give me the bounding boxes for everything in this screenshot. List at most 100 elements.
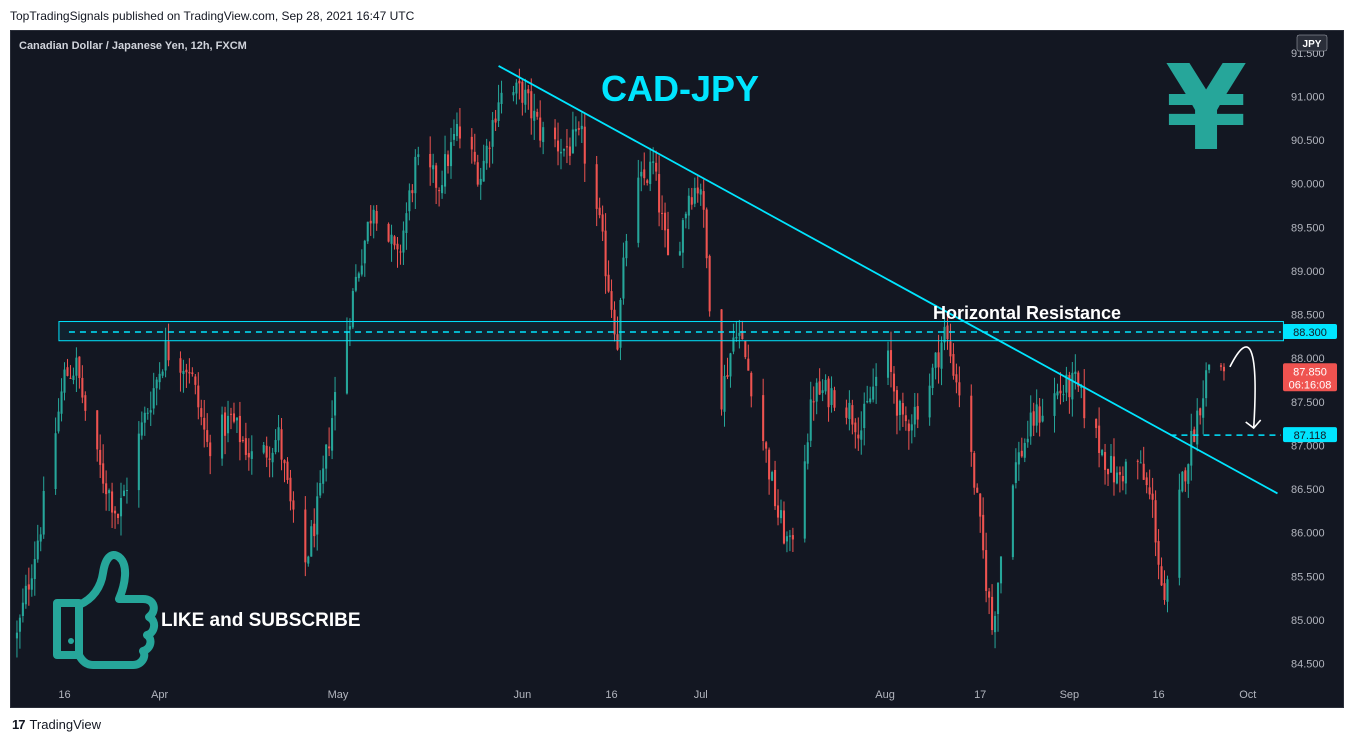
candle-body	[39, 534, 42, 542]
candle-body	[1104, 452, 1107, 470]
candle-body	[1011, 485, 1014, 558]
candle-body	[1184, 470, 1187, 482]
candle-body	[1032, 411, 1035, 426]
candle-body	[438, 190, 441, 192]
candle-body	[527, 89, 530, 94]
candle-body	[458, 126, 461, 139]
candle-body	[1136, 460, 1139, 462]
candle-body	[684, 213, 687, 219]
candle-body	[185, 369, 188, 373]
candle-body	[1038, 406, 1041, 423]
candle-body	[36, 540, 39, 560]
price-tick-label: 90.500	[1291, 135, 1325, 147]
candle-body	[69, 377, 72, 379]
candle-body	[664, 212, 667, 231]
candle-body	[687, 195, 690, 216]
descending-trendline[interactable]	[498, 65, 1278, 495]
candle-body	[405, 213, 408, 233]
chart-title-overlay: CAD-JPY	[601, 68, 759, 109]
candle-body	[705, 209, 708, 259]
candle-body	[277, 427, 280, 441]
candle-body	[661, 212, 664, 214]
candle-body	[622, 257, 625, 299]
candle-body	[779, 510, 783, 519]
candle-body	[1205, 370, 1208, 399]
candle-body	[432, 165, 435, 170]
candle-body	[916, 406, 919, 420]
horizontal-resistance-label: Horizontal Resistance	[933, 303, 1121, 323]
candle-body	[999, 556, 1003, 584]
candle-body	[396, 243, 399, 250]
price-tick-label: 88.000	[1291, 353, 1325, 365]
candle-body	[848, 402, 851, 420]
candle-body	[244, 438, 247, 455]
candle-body	[907, 423, 910, 432]
projection-arrow[interactable]	[1229, 346, 1256, 429]
candle-body	[824, 380, 827, 392]
candle-body	[1151, 493, 1154, 500]
candle-body	[1062, 394, 1065, 396]
candle-body	[699, 189, 702, 195]
candle-body	[286, 461, 289, 481]
candle-body	[580, 125, 583, 130]
tradingview-footer[interactable]: 17 TradingView	[12, 717, 101, 732]
price-axis: 84.500 85.000 85.500 86.000 86.500 87.000 87.5…	[1291, 48, 1325, 671]
candle-body	[973, 453, 976, 488]
candle-body	[643, 169, 646, 179]
resistance-price-tag[interactable]: 88.300	[1283, 324, 1337, 340]
countdown-text: 06:16:08	[1289, 379, 1332, 391]
price-chart-svg[interactable]: Canadian Dollar / Japanese Yen, 12h, FXC…	[11, 31, 1344, 708]
candle-body	[268, 458, 271, 460]
candle-body	[1059, 390, 1062, 394]
candle-body	[1041, 415, 1044, 422]
candle-body	[518, 80, 521, 84]
candle-body	[994, 615, 997, 633]
time-tick-label: Sep	[1060, 689, 1080, 701]
chart-panel[interactable]: Canadian Dollar / Japanese Yen, 12h, FXC…	[10, 30, 1344, 708]
resistance-zone[interactable]	[58, 321, 1284, 342]
candle-body	[726, 374, 729, 377]
candle-body	[375, 210, 378, 224]
candle-body	[693, 188, 696, 204]
candle-body	[898, 400, 901, 416]
candle-body	[524, 89, 527, 105]
candle-body	[357, 273, 360, 279]
instrument-label[interactable]: Canadian Dollar / Japanese Yen, 12h, FXC…	[19, 40, 247, 52]
target-price-tag[interactable]: 87.118	[1283, 427, 1337, 443]
candle-body	[1095, 418, 1098, 429]
time-tick-label: Jul	[694, 689, 708, 701]
candle-body	[482, 160, 485, 182]
candle-body	[1190, 430, 1193, 466]
candle-body	[1199, 408, 1202, 416]
candle-body	[232, 413, 236, 422]
candle-body	[776, 505, 780, 518]
candle-body	[485, 145, 488, 164]
candle-body	[681, 220, 684, 253]
candle-body	[744, 341, 747, 358]
candle-body	[815, 382, 818, 402]
candle-body	[60, 391, 63, 414]
candle-body	[690, 197, 693, 205]
candle-body	[869, 398, 872, 403]
candle-body	[556, 140, 560, 152]
currency-badge[interactable]: JPY	[1296, 34, 1328, 52]
candle-body	[952, 354, 955, 376]
candle-body	[720, 309, 723, 410]
candle-body	[238, 415, 241, 443]
candle-body	[866, 400, 869, 403]
candle-body	[1056, 391, 1059, 396]
candle-body	[875, 376, 878, 386]
candle-body	[732, 337, 735, 352]
candle-body	[568, 146, 571, 156]
price-tick-label: 84.500	[1291, 659, 1325, 671]
candle-body	[140, 422, 143, 436]
candle-body	[1035, 404, 1038, 426]
candle-body	[788, 535, 791, 537]
candle-body	[369, 220, 372, 224]
candle-body	[271, 452, 274, 463]
candle-body	[372, 209, 375, 224]
candle-body	[1181, 471, 1184, 492]
candle-body	[892, 373, 896, 392]
candle-body	[863, 403, 866, 428]
